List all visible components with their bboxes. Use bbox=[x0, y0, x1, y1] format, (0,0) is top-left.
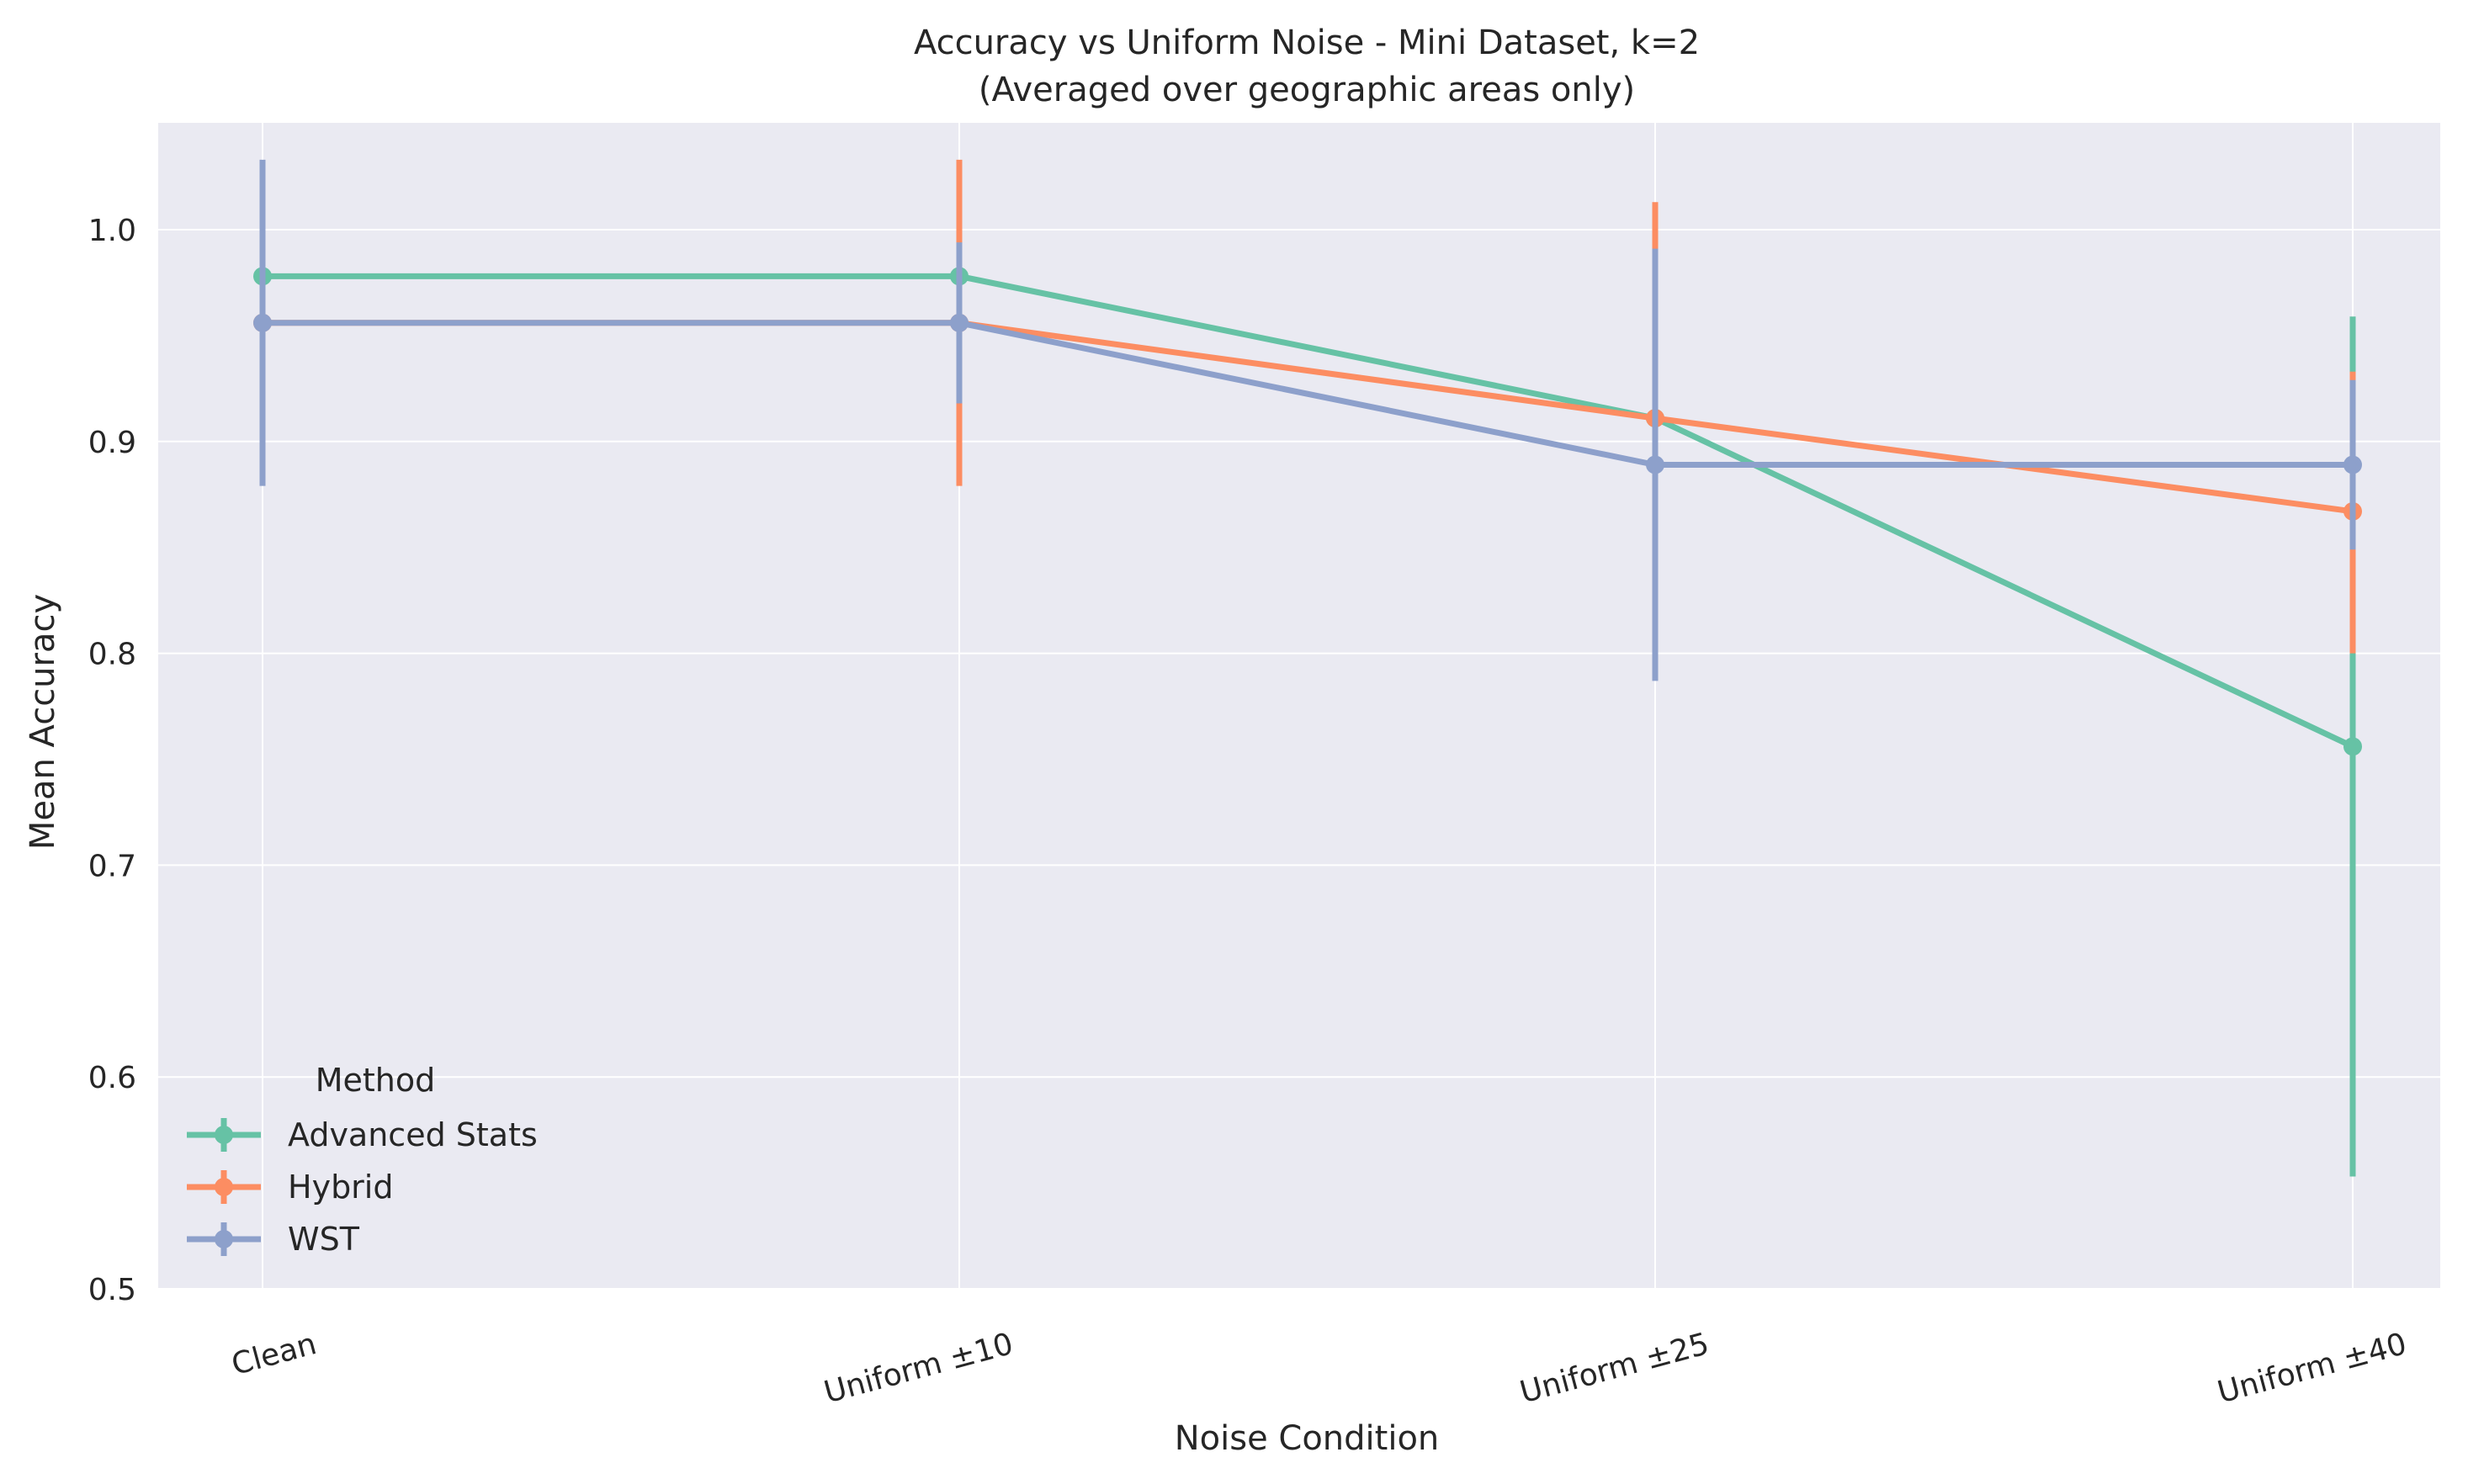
y-axis-label: Mean Accuracy bbox=[24, 594, 62, 850]
series-line bbox=[263, 273, 2354, 750]
legend-title: Method bbox=[316, 1062, 436, 1099]
legend-swatch-marker bbox=[215, 1126, 233, 1144]
y-tick-label: 0.8 bbox=[88, 638, 136, 672]
chart-subtitle: (Averaged over geographic areas only) bbox=[979, 71, 1635, 109]
y-tick-label: 0.7 bbox=[88, 849, 136, 883]
legend-item: Hybrid bbox=[187, 1169, 394, 1206]
y-tick-label: 0.9 bbox=[88, 426, 136, 460]
legend: Method Advanced Stats Hybrid WST bbox=[187, 1062, 538, 1258]
legend-items: Advanced Stats Hybrid WST bbox=[187, 1116, 538, 1258]
legend-swatch-marker bbox=[215, 1178, 233, 1196]
y-tick-label: 0.6 bbox=[88, 1061, 136, 1095]
series-layer bbox=[253, 159, 2362, 1177]
series-wst bbox=[253, 159, 2362, 681]
series-line bbox=[263, 320, 2353, 468]
plot-area bbox=[158, 123, 2440, 1289]
data-point bbox=[2343, 737, 2362, 756]
legend-swatch-marker bbox=[215, 1230, 233, 1248]
legend-label: WST bbox=[288, 1221, 360, 1258]
legend-label: Hybrid bbox=[288, 1169, 394, 1206]
legend-label: Advanced Stats bbox=[288, 1116, 538, 1153]
chart-title: Accuracy vs Uniform Noise - Mini Dataset… bbox=[914, 24, 1700, 62]
data-point bbox=[2343, 455, 2362, 474]
y-tick-label: 1.0 bbox=[88, 214, 136, 248]
legend-item: Advanced Stats bbox=[187, 1116, 538, 1153]
y-tick-label: 0.5 bbox=[88, 1273, 136, 1307]
legend-item: WST bbox=[187, 1221, 360, 1258]
data-point bbox=[1646, 455, 1664, 474]
data-point bbox=[950, 313, 969, 332]
data-point bbox=[253, 313, 272, 332]
x-axis-label: Noise Condition bbox=[1175, 1419, 1440, 1458]
